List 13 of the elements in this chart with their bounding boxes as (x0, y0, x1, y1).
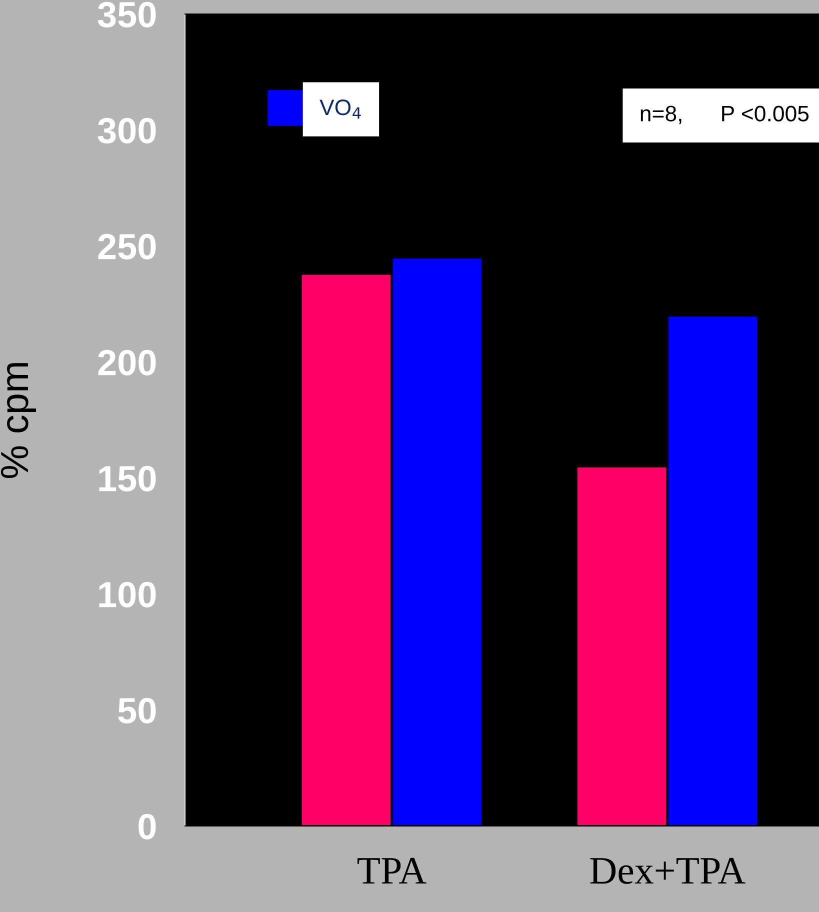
y-tick-label: 300 (98, 118, 156, 144)
annotation: n=8, P <0.005 (640, 106, 809, 124)
y-tick-label: 200 (98, 350, 156, 376)
y-axis-title: % cpm (0, 363, 36, 478)
y-tick-label: 150 (99, 466, 156, 492)
y-tick-label: 50 (118, 698, 156, 724)
x-tick-label: TPA (357, 858, 426, 884)
y-tick-label: 250 (98, 234, 156, 260)
legend-label: VO$_{4}$ (320, 100, 361, 119)
y-tick-label: 0 (138, 814, 156, 840)
y-tick-label: 100 (99, 582, 156, 608)
x-tick-label: Dex+TPA (590, 858, 746, 884)
y-tick-label: 350 (98, 2, 156, 28)
